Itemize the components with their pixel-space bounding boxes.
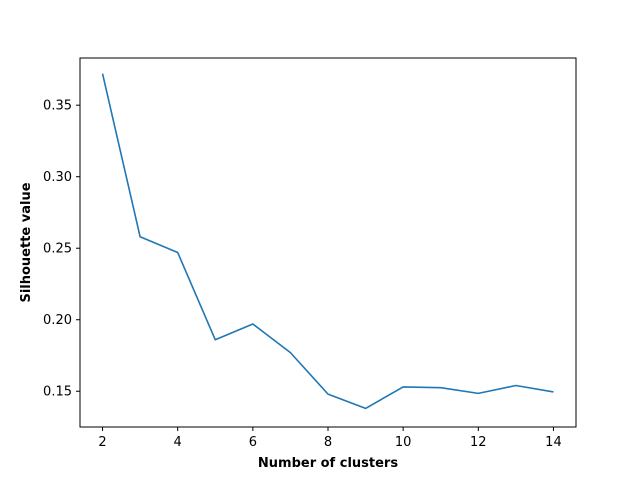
y-tick-label: 0.30: [43, 170, 72, 185]
x-tick-label: 4: [174, 435, 182, 450]
x-tick-label: 2: [98, 435, 106, 450]
x-axis-label: Number of clusters: [258, 456, 398, 471]
x-axis: 2 4 6 8 10 12 14: [98, 427, 562, 450]
y-axis: 0.15 0.20 0.25 0.30 0.35: [43, 99, 80, 400]
x-tick-label: 10: [395, 435, 412, 450]
series-line: [101, 73, 554, 410]
x-tick-label: 8: [324, 435, 332, 450]
y-tick-label: 0.15: [43, 385, 72, 400]
x-tick-label: 14: [545, 435, 562, 450]
y-axis-label: Silhouette value: [19, 182, 34, 302]
x-tick-label: 6: [249, 435, 257, 450]
y-tick-label: 0.35: [43, 99, 72, 114]
series-layer: [101, 73, 554, 410]
x-tick-label: 12: [470, 435, 487, 450]
y-tick-label: 0.20: [43, 313, 72, 328]
y-tick-label: 0.25: [43, 242, 72, 257]
